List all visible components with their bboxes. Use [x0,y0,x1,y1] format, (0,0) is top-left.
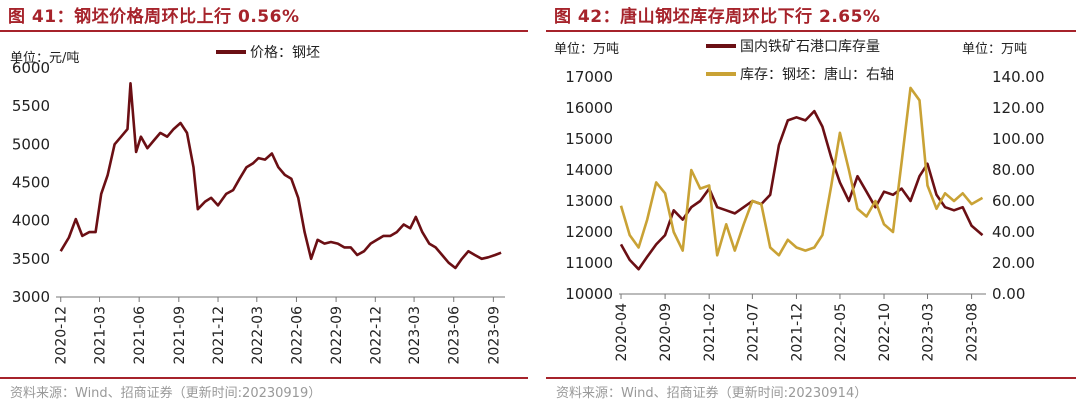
y-tick-label: 4500 [12,174,50,192]
x-tick-label: 2023-06 [447,306,463,365]
x-tick-label: 2023-09 [486,306,502,365]
unit-label: 单位：元/吨 [10,51,79,66]
y-tick-label: 11000 [565,254,613,272]
legend-label: 国内铁矿石港口库存量 [740,39,880,55]
y-tick-label: 5000 [12,135,50,153]
y-tick-label: 4000 [12,212,50,230]
steel-billet-price-chart: 单位：元/吨 3000 3500 4000 4500 5000 5500 6000 2020-1… [10,45,505,365]
x-tick-label: 2023-08 [965,303,981,362]
chart-panel-right: 图 42：唐山钢坯库存周环比下行 2.65% 单位：万吨 单位：万吨 10000 11… [546,0,1080,403]
chart-panel-left: 图 41：钢坯价格周环比上行 0.56% 单位：元/吨 3000 3500 4000 4… [0,0,532,403]
x-tick-label: 2021-12 [789,303,805,362]
tangshan-inventory-chart: 单位：万吨 单位：万吨 10000 11000 12000 13000 14000 15000… [554,39,1045,362]
y-tick-label: 10000 [565,285,613,303]
y2-tick-label: 40.00 [992,223,1035,241]
y2-tick-label: 140.00 [992,68,1045,86]
y2-tick-label: 20.00 [992,254,1035,272]
x-tick-label: 2022-09 [329,306,345,365]
x-tick-label: 2022-03 [250,306,266,365]
unit-label-right: 单位：万吨 [962,42,1027,57]
source-note: 资料来源：Wind、招商证券（更新时间:20230919） [10,386,322,401]
y2-tick-label: 120.00 [992,99,1045,117]
series-line [59,81,502,270]
x-tick-label: 2022-06 [289,306,305,365]
x-tick-label: 2021-07 [745,303,761,362]
y2-tick-label: 80.00 [992,161,1035,179]
y-tick-label: 3000 [12,288,50,306]
y-tick-label: 13000 [565,192,613,210]
y-tick-label: 14000 [565,161,613,179]
legend-label: 库存：钢坯：唐山：右轴 [740,66,894,83]
y-tick-label: 12000 [565,223,613,241]
y2-tick-label: 100.00 [992,130,1045,148]
x-tick-label: 2021-03 [93,306,109,365]
y-tick-label: 15000 [565,130,613,148]
y-tick-label: 16000 [565,99,613,117]
source-rule [546,377,1076,379]
y2-tick-label: 0.00 [992,285,1025,303]
title-rule [0,30,528,32]
unit-label-left: 单位：万吨 [554,42,619,57]
y-tick-label: 3500 [12,250,50,268]
source-note: 资料来源：Wind、招商证券（更新时间:20230914） [556,386,868,401]
x-tick-label: 2022-12 [368,306,384,365]
y2-tick-label: 60.00 [992,192,1035,210]
legend-label: 价格：钢坯 [250,45,320,61]
series-line [619,86,984,257]
source-rule [0,377,528,379]
x-tick-label: 2022-05 [833,303,849,362]
title-rule [546,30,1076,32]
x-tick-label: 2020-09 [658,303,674,362]
series-line [619,109,984,271]
y-tick-label: 17000 [565,68,613,86]
x-tick-label: 2021-12 [211,306,227,365]
x-tick-label: 2021-09 [172,306,188,365]
x-tick-label: 2022-10 [877,303,893,362]
x-tick-label: 2021-06 [132,306,148,365]
x-tick-label: 2023-03 [921,303,937,362]
x-tick-label: 2020-04 [614,303,630,362]
y-tick-label: 5500 [12,97,50,115]
y-tick-label: 6000 [12,59,50,77]
figure-title: 图 42：唐山钢坯库存周环比下行 2.65% [554,7,881,27]
figure-title: 图 41：钢坯价格周环比上行 0.56% [8,7,300,27]
x-tick-label: 2020-12 [54,306,70,365]
x-tick-label: 2023-03 [407,306,423,365]
x-tick-label: 2021-02 [702,303,718,362]
